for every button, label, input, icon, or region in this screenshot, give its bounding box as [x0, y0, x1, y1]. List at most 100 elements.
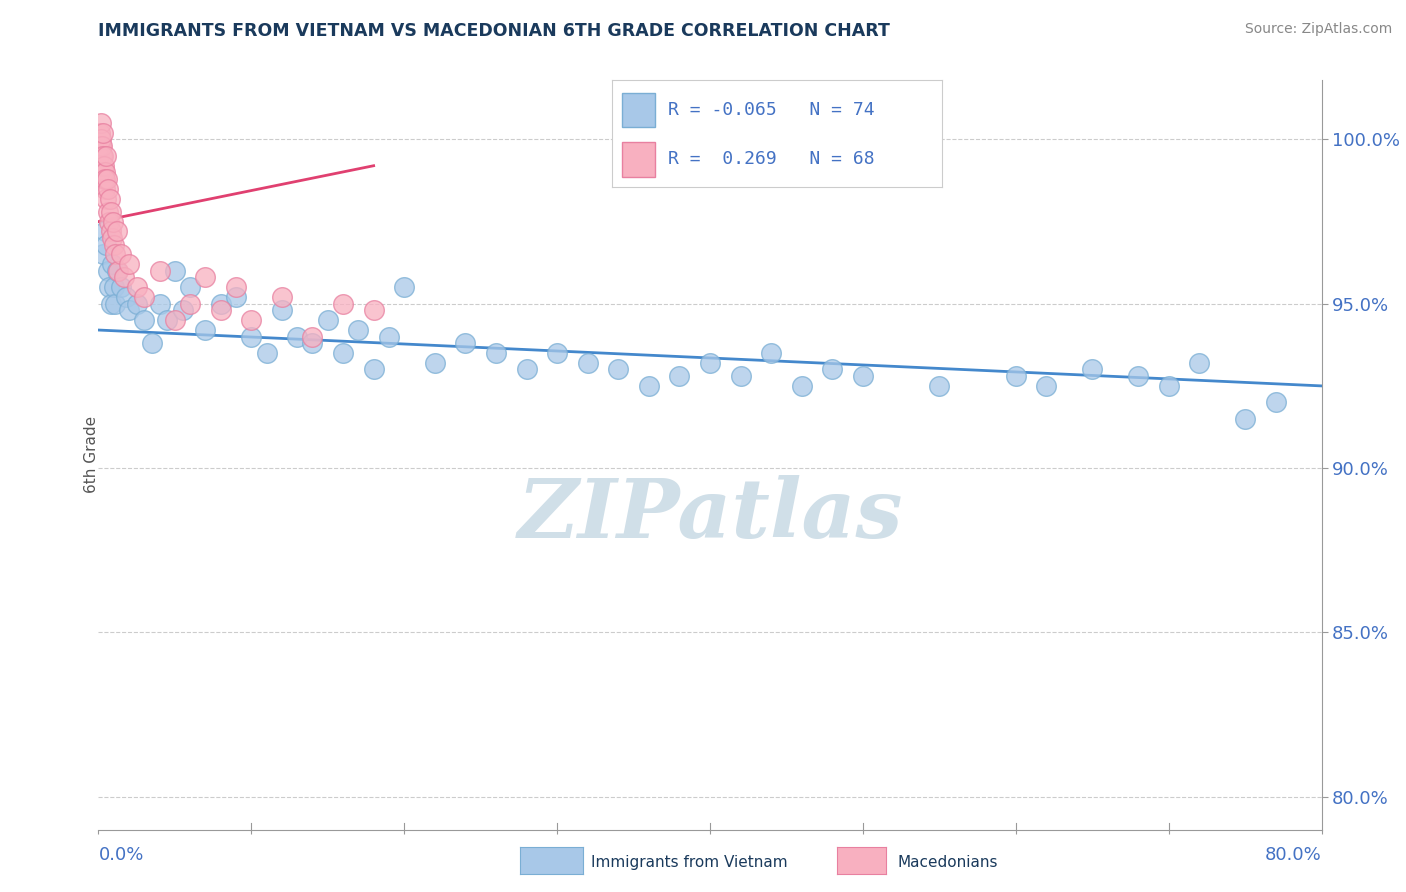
Point [110, 280, 132, 294]
Point [91, 139, 114, 153]
Point [163, 313, 186, 327]
Point [89, 126, 111, 140]
Point [104, 247, 127, 261]
Point [104, 297, 127, 311]
Point [115, 290, 138, 304]
Text: 0.0%: 0.0% [98, 846, 143, 864]
Point [821, 362, 844, 376]
Point [105, 224, 128, 238]
Point [105, 264, 128, 278]
Point [516, 362, 538, 376]
Point [285, 329, 308, 343]
Point [638, 379, 661, 393]
Point [730, 369, 752, 384]
Point [1157, 379, 1180, 393]
Point [256, 346, 278, 360]
Point [363, 303, 385, 318]
Point [392, 280, 416, 294]
Point [98, 214, 121, 228]
Text: Immigrants from Vietnam: Immigrants from Vietnam [591, 855, 787, 870]
Text: R =  0.269   N = 68: R = 0.269 N = 68 [668, 151, 875, 169]
Point [118, 303, 141, 318]
Point [94, 192, 117, 206]
Point [98, 192, 121, 206]
Point [194, 270, 217, 285]
Point [576, 356, 599, 370]
Point [240, 313, 263, 327]
Point [100, 297, 122, 311]
Point [301, 336, 323, 351]
Point [141, 336, 163, 351]
Point [125, 297, 148, 311]
Point [454, 336, 477, 351]
Point [1004, 369, 1026, 384]
Point [1188, 356, 1211, 370]
Point [94, 149, 117, 163]
Point [301, 329, 323, 343]
Point [270, 290, 294, 304]
Point [149, 264, 172, 278]
Point [1035, 379, 1057, 393]
Point [347, 323, 370, 337]
Point [363, 362, 385, 376]
Point [101, 231, 124, 245]
Point [1264, 395, 1286, 409]
Point [93, 182, 115, 196]
Point [699, 356, 721, 370]
Point [96, 172, 118, 186]
Point [163, 264, 186, 278]
Point [316, 313, 339, 327]
Point [93, 224, 115, 238]
Point [225, 280, 247, 294]
Point [125, 280, 148, 294]
Point [107, 264, 129, 278]
Point [100, 224, 122, 238]
FancyBboxPatch shape [621, 93, 655, 128]
Point [110, 247, 132, 261]
Point [90, 139, 112, 153]
Point [790, 379, 813, 393]
Point [209, 297, 232, 311]
Point [149, 297, 172, 311]
Point [91, 165, 114, 179]
Text: R = -0.065   N = 74: R = -0.065 N = 74 [668, 102, 875, 120]
Point [270, 303, 294, 318]
Point [94, 172, 117, 186]
Point [93, 159, 115, 173]
Point [91, 149, 114, 163]
FancyBboxPatch shape [621, 143, 655, 177]
Point [1128, 369, 1150, 384]
Point [90, 149, 112, 163]
Point [98, 280, 121, 294]
Point [97, 264, 120, 278]
Point [134, 290, 156, 304]
Point [94, 165, 117, 179]
Text: 80.0%: 80.0% [1265, 846, 1322, 864]
Text: ZIPatlas: ZIPatlas [517, 475, 903, 555]
Point [332, 297, 354, 311]
Point [100, 204, 122, 219]
Text: Macedonians: Macedonians [897, 855, 997, 870]
Point [179, 280, 201, 294]
Point [118, 257, 141, 271]
Point [761, 346, 783, 360]
Point [89, 139, 111, 153]
Point [103, 280, 125, 294]
Point [485, 346, 508, 360]
Point [225, 290, 247, 304]
Point [97, 204, 120, 219]
Point [156, 313, 179, 327]
Point [240, 329, 263, 343]
Point [928, 379, 950, 393]
Point [378, 329, 401, 343]
Point [90, 116, 112, 130]
Point [89, 165, 111, 179]
Point [97, 182, 120, 196]
Point [90, 132, 112, 146]
Point [179, 297, 201, 311]
Point [852, 369, 875, 384]
Point [103, 237, 125, 252]
Point [94, 237, 117, 252]
Point [93, 172, 115, 186]
Point [91, 247, 114, 261]
